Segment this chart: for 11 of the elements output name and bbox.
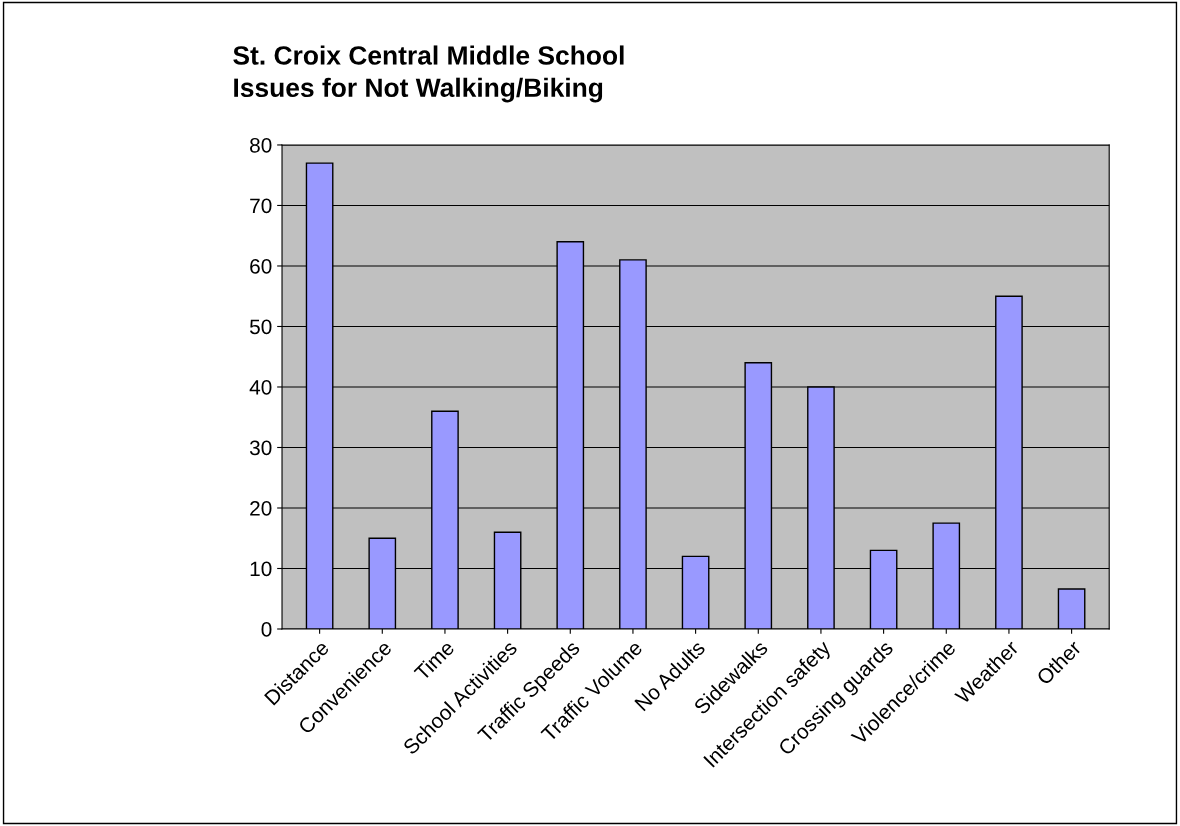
y-tick-label: 40 [249,379,272,395]
y-tick-label: 60 [250,258,272,274]
y-tick-label: 0 [261,622,272,637]
y-tick-label: 30 [249,440,272,456]
x-tick-label: Time [413,639,456,682]
y-tick-label: 50 [249,319,272,335]
y-tick-label: 10 [250,561,272,577]
y-tick-label: 80 [250,137,272,153]
chart-title: St. Croix Central Middle School Issues for Not Walking/Biking [233,45,624,103]
y-tick-label: 70 [250,198,272,214]
y-tick-label: 20 [250,500,272,516]
